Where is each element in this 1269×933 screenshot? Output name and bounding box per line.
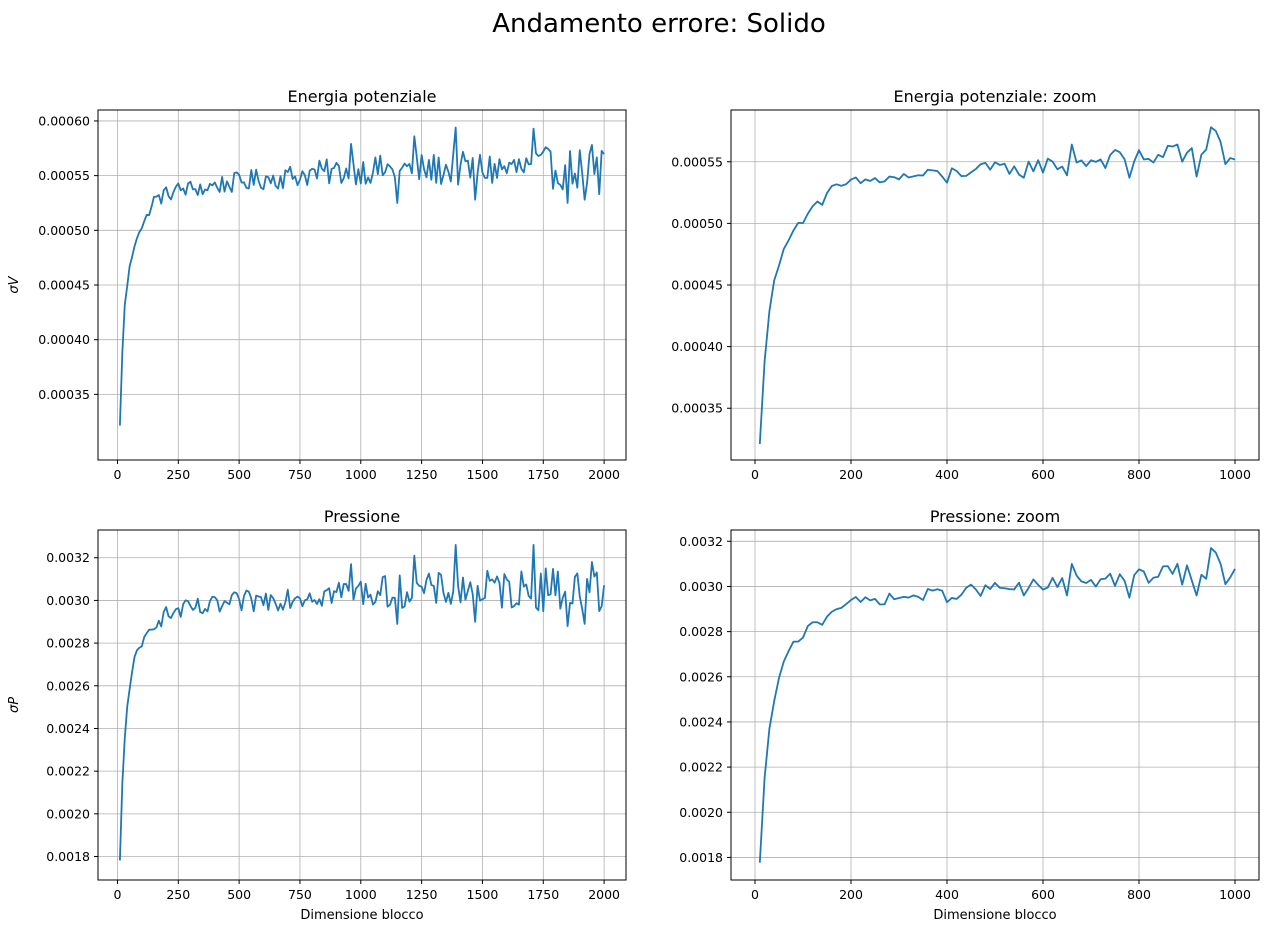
x-tick-label: 1250 [406,467,438,482]
y-tick-label: 0.00055 [38,168,90,183]
x-tick-label: 500 [227,887,251,902]
y-tick-label: 0.0030 [679,579,723,594]
x-tick-label: 1000 [345,467,377,482]
chart-title: Energia potenziale: zoom [893,87,1096,106]
x-tick-label: 400 [935,887,959,902]
x-tick-label: 2000 [588,467,620,482]
chart-title: Pressione [324,507,400,526]
x-tick-label: 200 [839,887,863,902]
x-axis-label: Dimensione blocco [933,908,1056,923]
plot-frame [730,529,1260,881]
series-line [758,547,1236,863]
x-tick-label: 600 [1031,467,1055,482]
y-tick-label: 0.0024 [679,714,723,729]
y-tick-label: 0.00050 [38,223,90,238]
y-tick-label: 0.00035 [38,387,90,402]
x-tick-label: 0 [751,887,759,902]
grid [731,110,1259,460]
x-tick-label: 250 [166,467,190,482]
y-axis: 0.0018 0.0020 0.0022 0.0024 0.0026 0.0028 0.00… [46,550,98,864]
x-tick-label: 1500 [467,467,499,482]
x-tick-label: 0 [113,887,121,902]
x-axis: 0 200 400 600 800 1000 [751,880,1251,902]
y-tick-label: 0.00040 [38,332,90,347]
data-series [758,547,1236,863]
chart-energia-potenziale: 0 250 500 750 1000 1250 1500 1750 2000 0.000350.… [7,87,627,482]
y-tick-label: 0.00050 [671,216,723,231]
grid [731,530,1259,880]
x-axis-label: Dimensione blocco [300,908,423,923]
y-tick-label: 0.0026 [46,678,90,693]
x-tick-label: 750 [288,887,312,902]
chart-energia-potenziale-zoom: 0 200 400 600 800 1000 0.000350.000400.000450… [671,87,1260,482]
y-tick-label: 0.0020 [679,805,723,820]
y-tick-label: 0.0024 [46,721,90,736]
chart-pressione-zoom: 0 200 400 600 800 1000 0.00180.00200.00220.00… [679,507,1260,923]
y-tick-label: 0.00035 [671,401,723,416]
chart-title: Pressione: zoom [930,507,1060,526]
chart-pressione: 0 250 500 750 1000 1250 1500 1750 2000 0.00180.0… [7,507,627,923]
y-tick-label: 0.00055 [671,154,723,169]
x-axis: 0 250 500 750 1000 1250 1500 1750 2000 [113,460,620,482]
data-series [119,544,605,861]
x-tick-label: 1750 [527,887,559,902]
x-tick-label: 750 [288,467,312,482]
series-line [119,126,605,426]
y-axis-label: σP [7,697,22,713]
x-tick-label: 2000 [588,887,620,902]
y-tick-label: 0.0028 [46,636,90,651]
y-tick-label: 0.0020 [46,806,90,821]
y-tick-label: 0.00040 [671,339,723,354]
data-series [758,126,1236,445]
y-tick-label: 0.0026 [679,669,723,684]
y-tick-label: 0.0028 [679,624,723,639]
figure-title: Andamento errore: Solido [492,9,826,39]
x-tick-label: 800 [1127,467,1151,482]
x-tick-label: 1500 [467,887,499,902]
y-axis-label: σV [7,275,22,293]
x-tick-label: 0 [751,467,759,482]
x-tick-label: 800 [1127,887,1151,902]
x-tick-label: 1000 [1219,887,1251,902]
x-tick-label: 1000 [345,887,377,902]
y-tick-label: 0.0032 [46,550,90,565]
x-tick-label: 600 [1031,887,1055,902]
series-line [758,126,1236,445]
x-tick-label: 250 [166,887,190,902]
data-series [119,126,605,426]
y-tick-label: 0.0018 [46,849,90,864]
y-axis: 0.00035 0.00040 0.00045 0.00050 0.00055 [671,154,731,416]
x-axis: 0 200 400 600 800 1000 [751,460,1251,482]
y-tick-label: 0.0022 [46,764,90,779]
y-tick-label: 0.0022 [679,760,723,775]
y-tick-label: 0.0018 [679,850,723,865]
series-line [119,544,605,861]
x-tick-label: 200 [839,467,863,482]
y-tick-label: 0.00045 [671,278,723,293]
grid [98,110,626,460]
y-tick-label: 0.00060 [38,113,90,128]
x-tick-label: 0 [113,467,121,482]
x-tick-label: 1000 [1219,467,1251,482]
y-axis: 0.00035 0.00040 0.00045 0.00050 0.00055 0.000… [38,113,98,402]
x-tick-label: 1750 [527,467,559,482]
x-tick-label: 400 [935,467,959,482]
x-tick-label: 1250 [406,887,438,902]
x-tick-label: 500 [227,467,251,482]
plot-frame [97,529,627,881]
y-tick-label: 0.00045 [38,278,90,293]
chart-title: Energia potenziale [287,87,436,106]
y-axis: 0.0018 0.0020 0.0022 0.0024 0.0026 0.0028 0.00… [679,534,731,865]
y-tick-label: 0.0032 [679,534,723,549]
y-tick-label: 0.0030 [46,593,90,608]
x-axis: 0 250 500 750 1000 1250 1500 1750 2000 [113,880,620,902]
